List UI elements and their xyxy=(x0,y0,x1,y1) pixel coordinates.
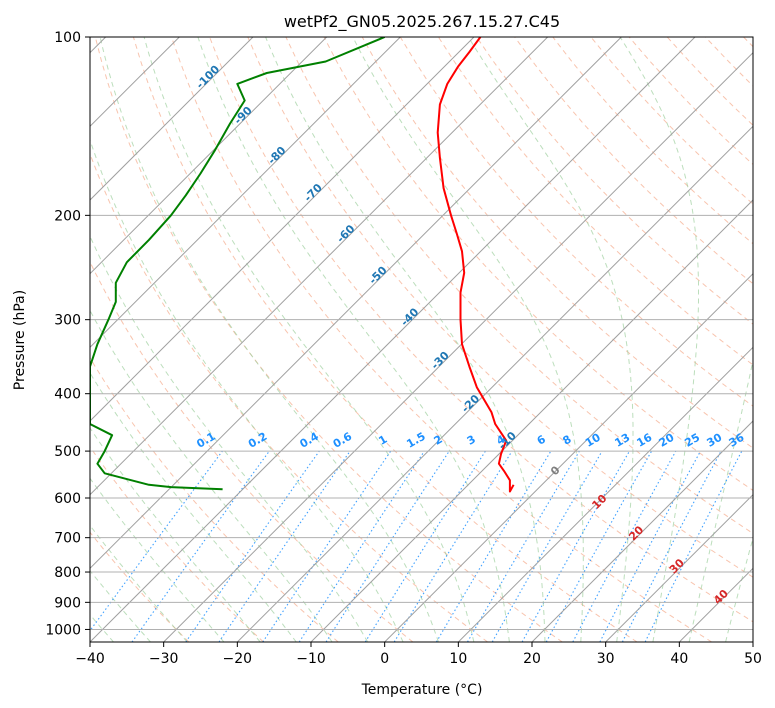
moist-adiabat xyxy=(619,37,699,642)
moist-adiabat xyxy=(725,536,753,642)
isotherm-line xyxy=(531,420,753,642)
y-axis-label: Pressure (hPa) xyxy=(12,290,28,390)
mixing-ratio-line xyxy=(521,450,630,642)
dry-adiabat xyxy=(514,37,753,285)
dry-adiabat xyxy=(90,531,190,642)
dry-adiabat xyxy=(171,37,712,642)
y-tick-label: 600 xyxy=(54,491,81,507)
moist-adiabat xyxy=(352,37,584,642)
isotherm-line xyxy=(90,37,549,496)
isotherm-line xyxy=(752,641,753,642)
x-tick-label: 30 xyxy=(597,651,615,667)
y-tick-label: 200 xyxy=(54,208,81,224)
isotherm-line xyxy=(457,346,753,642)
grid-lines xyxy=(90,37,753,642)
dry-adiabat xyxy=(399,37,753,407)
x-tick-label: −20 xyxy=(223,651,253,667)
dry-adiabat xyxy=(247,37,753,578)
x-tick-label: 10 xyxy=(449,651,467,667)
isotherm-line xyxy=(163,51,753,642)
mixing-ratio-line xyxy=(545,450,653,642)
isotherm-line xyxy=(236,125,753,642)
isotherm-line xyxy=(90,37,696,642)
mixing-ratio-line xyxy=(218,450,351,642)
dry-adiabat xyxy=(209,37,753,623)
chart-title: wetPf2_GN05.2025.267.15.27.C45 xyxy=(284,12,560,32)
mixing-ratio-line xyxy=(572,450,677,642)
y-axis-ticks: 100 200 300 400 500 600 700 800 900 1000 xyxy=(45,30,90,638)
x-axis-label: Temperature (°C) xyxy=(361,682,483,698)
dry-adiabat xyxy=(94,37,563,642)
moist-adiabat xyxy=(467,37,634,642)
series-lines xyxy=(90,37,515,493)
moist-adiabat xyxy=(143,37,475,642)
dry-adiabat xyxy=(132,37,638,642)
y-tick-label: 100 xyxy=(54,30,81,46)
dry-adiabat xyxy=(90,152,488,642)
x-tick-label: −30 xyxy=(149,651,179,667)
dewpoint-profile-line xyxy=(90,37,386,491)
mixing-ratio-line xyxy=(644,450,743,642)
isotherm-line xyxy=(90,37,401,349)
moist-adiabat xyxy=(197,37,510,642)
mixing-ratio-line xyxy=(131,450,270,642)
y-tick-label: 300 xyxy=(54,313,81,329)
mixing-ratio-line xyxy=(262,450,392,642)
mixing-ratio-line xyxy=(185,450,320,642)
moist-adiabat xyxy=(90,309,333,642)
isotherm-line xyxy=(310,199,753,642)
mixing-ratio-line xyxy=(298,450,425,642)
isotherm-line xyxy=(384,272,753,642)
moist-adiabat xyxy=(688,358,753,642)
mixing-ratio-line xyxy=(393,450,513,642)
x-tick-label: −10 xyxy=(296,651,326,667)
moist-adiabat xyxy=(99,37,439,642)
y-tick-label: 800 xyxy=(54,565,81,581)
y-tick-label: 400 xyxy=(54,387,81,403)
isotherm-line xyxy=(605,493,753,642)
moist-adiabat xyxy=(762,37,775,642)
x-tick-label: 20 xyxy=(523,651,541,667)
x-tick-label: −40 xyxy=(75,651,105,667)
isotherm-line xyxy=(90,37,475,422)
isotherm-line xyxy=(90,37,328,275)
y-tick-label: 1000 xyxy=(45,622,81,638)
dry-adiabat xyxy=(361,37,753,449)
y-tick-label: 700 xyxy=(54,531,81,547)
y-tick-label: 500 xyxy=(54,444,81,460)
x-axis-ticks: −40 −30 −20 −10 0 10 20 30 40 50 xyxy=(75,642,762,667)
dry-adiabat xyxy=(90,446,264,642)
moist-adiabat xyxy=(90,524,188,642)
x-tick-label: 50 xyxy=(744,651,762,667)
moist-adiabat xyxy=(90,477,225,642)
mixing-ratio-line xyxy=(90,450,223,632)
temperature-profile-line xyxy=(436,37,515,493)
moist-adiabat xyxy=(90,427,261,642)
mixing-ratio-line xyxy=(325,450,450,642)
x-tick-label: 0 xyxy=(380,651,389,667)
isotherm-line xyxy=(90,37,622,570)
y-tick-label: 900 xyxy=(54,595,81,611)
x-tick-label: 40 xyxy=(670,651,688,667)
plot-frame xyxy=(89,36,754,643)
isotherm-line xyxy=(90,37,254,201)
plot-background xyxy=(90,37,753,642)
